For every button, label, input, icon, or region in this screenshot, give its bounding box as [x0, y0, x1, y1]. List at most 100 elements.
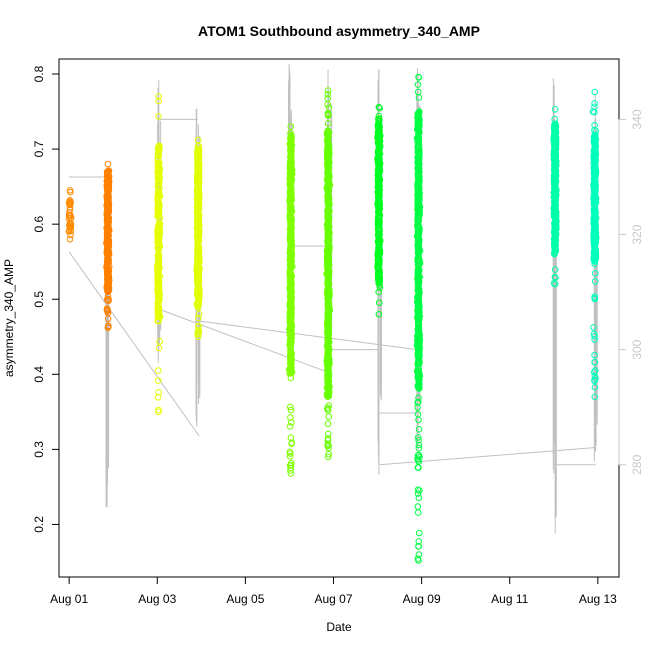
data-point	[194, 291, 202, 298]
data-point	[325, 145, 333, 152]
data-point	[551, 266, 559, 273]
data-point	[591, 240, 599, 248]
data-point	[154, 274, 161, 281]
data-point	[324, 197, 332, 204]
data-point	[552, 212, 559, 220]
data-point	[287, 244, 295, 251]
data-point	[195, 271, 202, 279]
data-point	[552, 145, 559, 152]
data-point	[551, 197, 558, 205]
data-point	[415, 278, 423, 286]
data-point	[324, 385, 332, 393]
right-axis-line-segment	[159, 308, 330, 374]
data-point	[287, 123, 295, 130]
data-point	[414, 231, 422, 239]
data-point	[287, 403, 294, 411]
data-point	[155, 344, 163, 352]
data-point	[415, 129, 423, 136]
data-point	[416, 487, 423, 494]
x-tick-label: Aug 01	[50, 592, 88, 606]
data-point	[325, 274, 332, 281]
data-point	[195, 247, 202, 254]
data-point	[592, 186, 599, 194]
data-point	[375, 288, 383, 296]
data-point	[155, 206, 163, 214]
data-point	[374, 238, 382, 246]
data-point	[591, 359, 598, 366]
data-point	[286, 448, 294, 456]
data-point	[415, 217, 423, 224]
data-point	[288, 440, 295, 448]
data-point	[66, 212, 74, 220]
data-point	[155, 173, 163, 181]
data-point	[104, 170, 112, 177]
data-point	[591, 100, 598, 107]
data-point	[155, 306, 163, 314]
data-point	[325, 237, 333, 245]
data-point	[552, 125, 559, 132]
data-point	[552, 130, 560, 137]
data-point	[104, 288, 112, 295]
data-point	[375, 216, 383, 224]
data-point	[375, 235, 383, 243]
data-point	[414, 399, 422, 406]
data-point	[154, 157, 162, 165]
data-point	[374, 122, 382, 130]
y-tick-label: 0.5	[32, 291, 46, 308]
data-point	[287, 353, 295, 360]
data-point	[375, 166, 383, 174]
data-point	[156, 184, 163, 192]
data-point	[324, 91, 332, 98]
data-point	[551, 184, 558, 191]
data-point	[103, 248, 111, 256]
data-point	[414, 182, 422, 190]
data-point	[592, 182, 599, 189]
data-point	[194, 281, 202, 289]
data-point	[551, 160, 559, 168]
data-point	[154, 267, 162, 275]
data-point	[415, 398, 422, 406]
data-point	[194, 136, 202, 144]
data-point	[103, 296, 111, 303]
data-point	[325, 303, 332, 310]
data-point	[414, 81, 422, 88]
data-point	[287, 255, 295, 262]
data-point	[325, 234, 332, 241]
data-point	[154, 287, 162, 295]
data-point	[552, 120, 559, 128]
x-tick-label: Aug 05	[226, 592, 264, 606]
data-point	[104, 268, 112, 275]
data-point	[325, 215, 332, 222]
data-point	[415, 381, 422, 389]
data-point	[155, 389, 162, 396]
data-point	[105, 275, 112, 282]
x-tick-label: Aug 09	[403, 592, 441, 606]
data-point	[325, 362, 333, 370]
data-point	[287, 184, 295, 192]
data-point	[66, 223, 74, 230]
data-point	[325, 231, 333, 239]
data-point	[195, 194, 203, 202]
data-point	[551, 171, 559, 179]
data-point	[324, 95, 332, 102]
data-point	[415, 139, 423, 146]
data-point	[154, 276, 161, 284]
data-point	[154, 377, 162, 384]
data-point	[66, 187, 74, 194]
data-point	[154, 183, 162, 191]
data-point	[286, 208, 294, 216]
data-point	[287, 155, 295, 162]
data-point	[414, 157, 422, 165]
data-point	[591, 244, 599, 252]
data-point	[415, 115, 422, 123]
data-point	[154, 367, 162, 374]
chart-title: ATOM1 Southbound asymmetry_340_AMP	[198, 23, 480, 39]
data-point	[105, 209, 112, 216]
y-axis-label: asymmetry_340_AMP	[2, 259, 16, 377]
data-point	[551, 200, 558, 207]
data-point	[286, 278, 294, 285]
y-tick-label: 0.7	[32, 140, 46, 157]
data-point	[416, 207, 424, 215]
data-point	[156, 338, 163, 345]
